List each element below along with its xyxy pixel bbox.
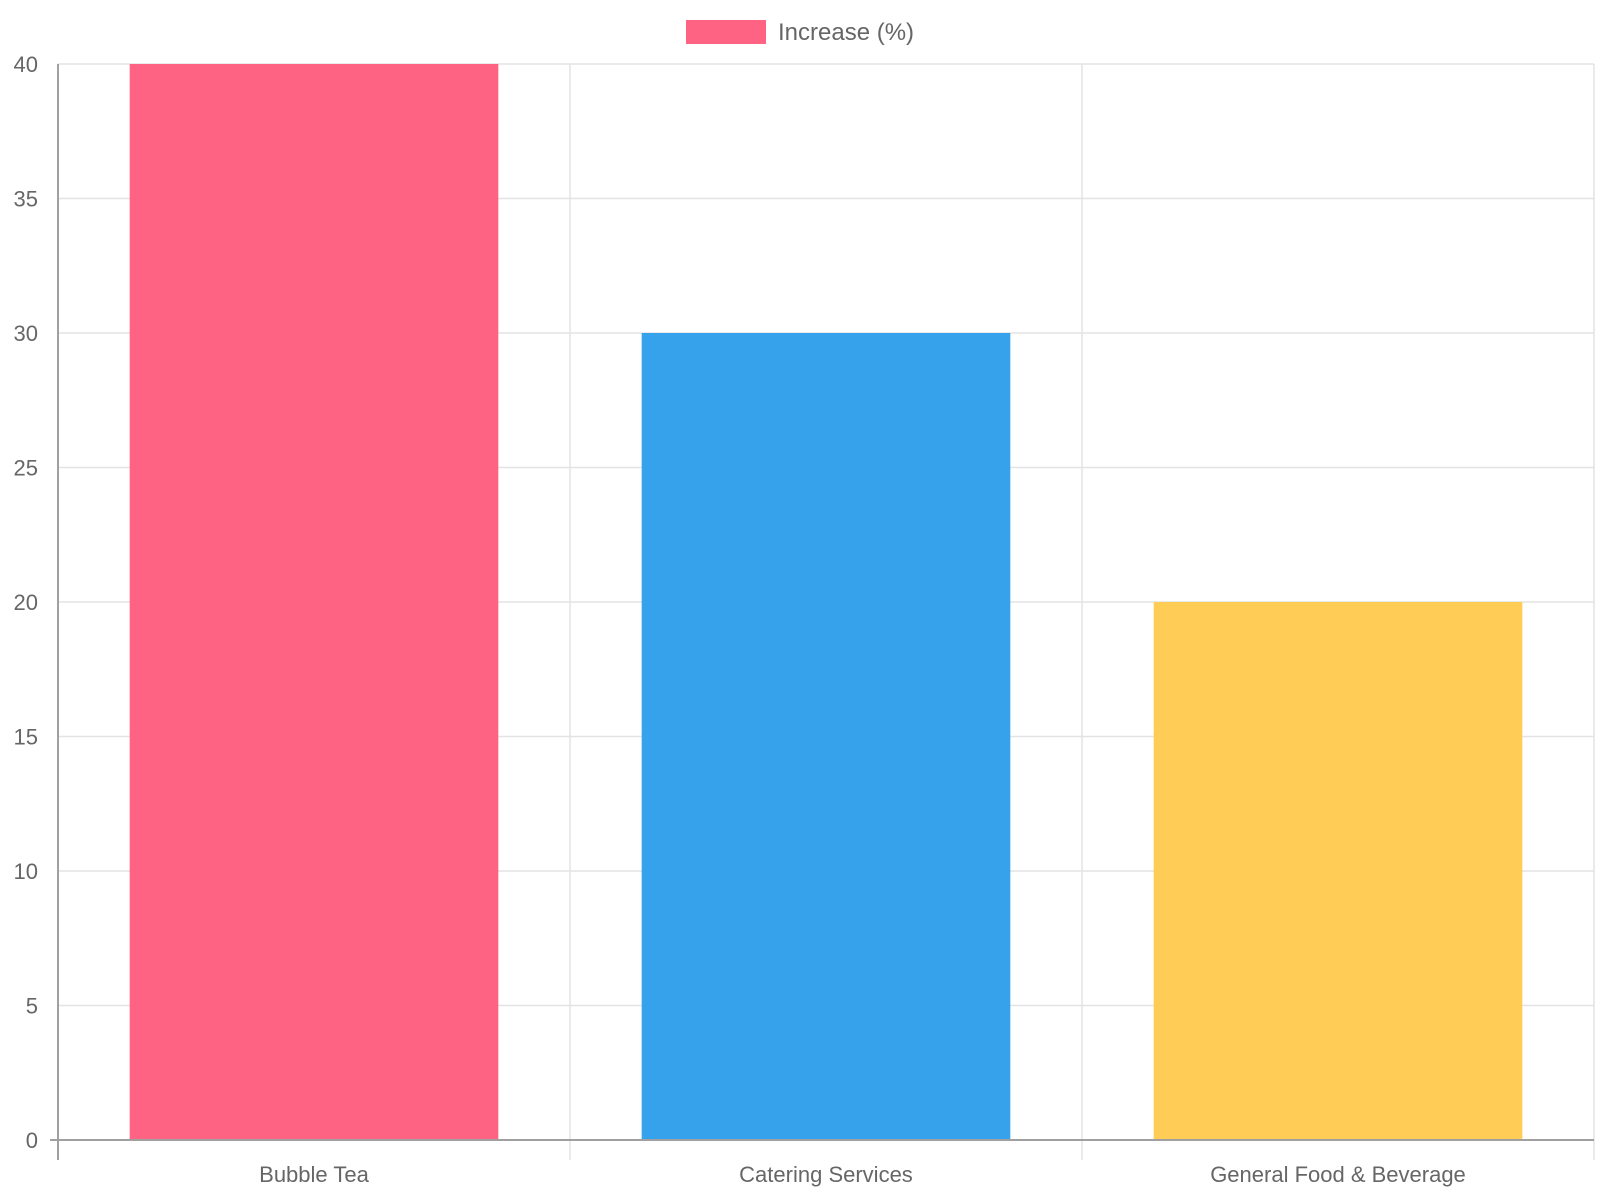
- y-tick-label: 25: [14, 456, 38, 481]
- y-tick-label: 0: [26, 1128, 38, 1153]
- x-tick-label: Bubble Tea: [259, 1162, 369, 1187]
- bar[interactable]: [1153, 602, 1523, 1140]
- y-tick-label: 10: [14, 859, 38, 884]
- legend-label: Increase (%): [778, 19, 914, 46]
- bar[interactable]: [641, 333, 1011, 1140]
- y-tick-label: 20: [14, 590, 38, 615]
- y-tick-labels: 0 5 10 15 20 25 30 35 40: [14, 52, 38, 1153]
- legend[interactable]: Increase (%): [686, 19, 914, 46]
- x-tick-labels: Bubble Tea Catering Services General Food …: [259, 1162, 1466, 1187]
- legend-swatch: [686, 20, 766, 44]
- y-tick-label: 15: [14, 725, 38, 750]
- bars: [129, 64, 1523, 1140]
- y-tick-label: 30: [14, 321, 38, 346]
- y-tick-label: 5: [26, 994, 38, 1019]
- y-tick-label: 35: [14, 187, 38, 212]
- x-tick-label: General Food & Beverage: [1210, 1162, 1466, 1187]
- axes: [50, 64, 1594, 1160]
- x-tick-label: Catering Services: [739, 1162, 913, 1187]
- y-tick-label: 40: [14, 52, 38, 77]
- bar[interactable]: [129, 64, 499, 1140]
